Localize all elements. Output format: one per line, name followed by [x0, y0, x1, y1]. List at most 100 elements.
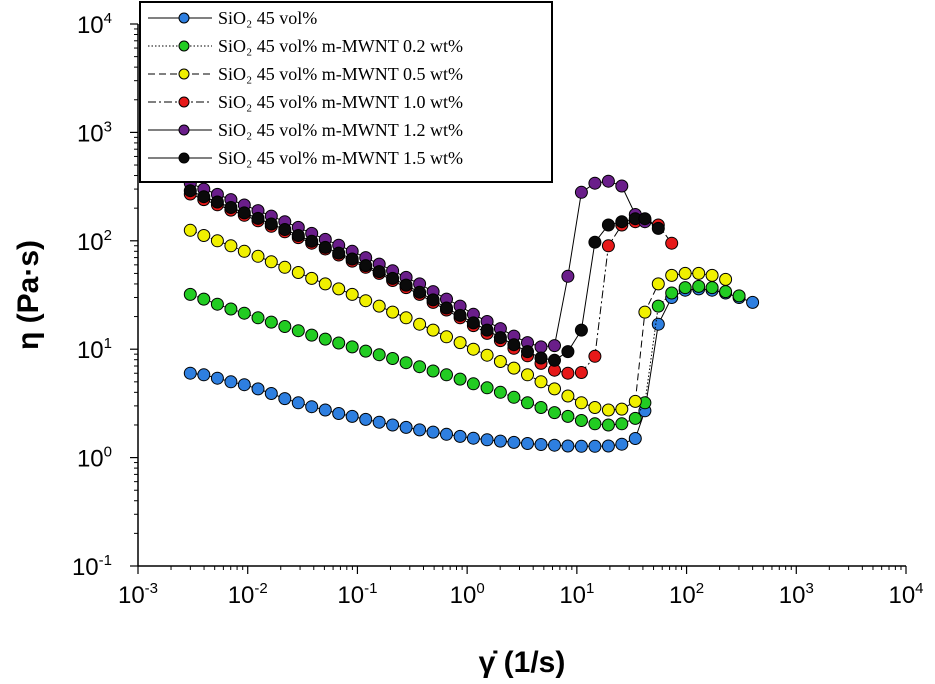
data-point — [705, 268, 719, 282]
data-point — [183, 366, 197, 380]
data-point — [548, 382, 561, 396]
legend-label: SiO₂ 45 vol% m-MWNT 0.2 wt% — [218, 36, 463, 56]
data-point — [440, 330, 453, 344]
x-tick-label: 102 — [669, 580, 704, 609]
data-point — [601, 174, 615, 188]
data-point — [440, 301, 453, 315]
series-2 — [183, 279, 746, 432]
data-point — [264, 315, 278, 329]
tick-base: 10 — [77, 12, 104, 39]
data-point — [197, 190, 211, 204]
data-point — [345, 287, 359, 301]
data-point — [359, 294, 373, 308]
data-point — [372, 265, 386, 279]
data-point — [305, 271, 319, 285]
data-point — [574, 414, 588, 427]
data-point — [399, 356, 413, 370]
data-point — [413, 317, 427, 331]
data-point — [651, 299, 665, 313]
y-axis-title: η (Pa·s) — [12, 240, 45, 350]
data-point — [183, 223, 197, 237]
data-point — [251, 249, 265, 263]
data-point — [224, 201, 238, 214]
data-point — [332, 282, 346, 296]
tick-base: 10 — [450, 582, 477, 609]
legend: SiO₂ 45 vol% SiO₂ 45 vol% m-MWNT 0.2 wt% S… — [139, 1, 553, 183]
legend-marker — [178, 40, 190, 52]
data-point — [574, 323, 588, 337]
data-point — [705, 281, 719, 295]
data-point — [548, 353, 561, 367]
data-point — [426, 364, 440, 378]
legend-label: SiO₂ 45 vol% m-MWNT 1.0 wt% — [218, 92, 463, 112]
data-point — [561, 345, 575, 359]
data-point — [278, 223, 292, 236]
x-tick-label: 10-3 — [118, 580, 158, 609]
data-point — [493, 434, 507, 448]
tick-exponent: 1 — [586, 580, 594, 597]
data-point — [588, 439, 602, 453]
data-point — [628, 432, 642, 445]
data-point — [480, 348, 494, 362]
data-point — [615, 437, 629, 451]
data-point — [426, 293, 440, 307]
data-point — [399, 278, 413, 292]
data-point — [372, 415, 386, 429]
data-point — [561, 389, 575, 403]
y-tick-label: 101 — [77, 335, 112, 364]
data-point — [507, 435, 521, 449]
legend-entry-1: SiO₂ 45 vol% — [148, 8, 317, 28]
data-point — [601, 403, 615, 417]
data-point — [678, 281, 692, 295]
x-tick-label: 100 — [450, 580, 485, 609]
data-point — [318, 332, 332, 346]
data-point — [197, 292, 211, 306]
data-point — [548, 438, 561, 452]
data-point — [278, 260, 292, 274]
data-point — [628, 411, 642, 425]
data-point — [493, 385, 507, 399]
data-point — [548, 339, 561, 353]
x-tick-label: 101 — [559, 580, 594, 609]
data-point — [453, 429, 467, 443]
data-point — [264, 217, 278, 231]
data-point — [574, 396, 588, 410]
tick-exponent: -1 — [364, 580, 377, 597]
tick-base: 10 — [888, 582, 915, 609]
data-point — [453, 336, 467, 350]
series-6 — [183, 184, 665, 367]
data-point — [237, 244, 251, 258]
legend-label: SiO₂ 45 vol% — [218, 8, 317, 28]
tick-base: 10 — [72, 554, 99, 581]
data-point — [278, 320, 292, 333]
data-point — [507, 390, 521, 404]
data-point — [561, 409, 575, 423]
data-point — [615, 215, 629, 229]
tick-exponent: 2 — [696, 580, 704, 597]
data-point — [183, 287, 197, 301]
data-point — [638, 212, 652, 226]
data-point — [665, 236, 679, 250]
legend-label: SiO₂ 45 vol% m-MWNT 0.5 wt% — [218, 64, 463, 84]
legend-entry-5: SiO₂ 45 vol% m-MWNT 1.2 wt% — [148, 120, 463, 140]
data-point — [601, 439, 615, 453]
data-point — [413, 360, 427, 374]
data-point — [305, 328, 319, 342]
data-point — [291, 229, 305, 242]
tick-base: 10 — [779, 582, 806, 609]
data-point — [719, 272, 733, 286]
data-point — [466, 377, 480, 391]
legend-marker — [178, 96, 190, 108]
data-point — [521, 345, 534, 359]
data-point — [665, 286, 679, 300]
data-point — [692, 279, 706, 293]
tick-base: 10 — [77, 120, 104, 147]
data-point — [480, 433, 494, 447]
data-point — [548, 406, 561, 420]
data-point — [480, 381, 494, 395]
data-point — [359, 344, 373, 358]
data-point — [251, 311, 265, 325]
data-point — [453, 308, 467, 322]
y-tick-label: 103 — [77, 118, 112, 147]
x-tick-label: 104 — [888, 580, 923, 609]
